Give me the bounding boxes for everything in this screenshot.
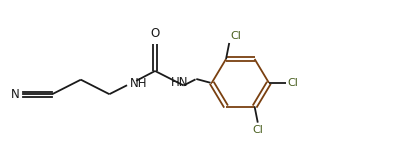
Text: Cl: Cl — [287, 78, 298, 88]
Text: Cl: Cl — [230, 31, 241, 41]
Text: NH: NH — [130, 77, 147, 90]
Text: Cl: Cl — [252, 125, 263, 135]
Text: N: N — [11, 88, 20, 101]
Text: HN: HN — [170, 76, 188, 89]
Text: O: O — [150, 27, 160, 40]
